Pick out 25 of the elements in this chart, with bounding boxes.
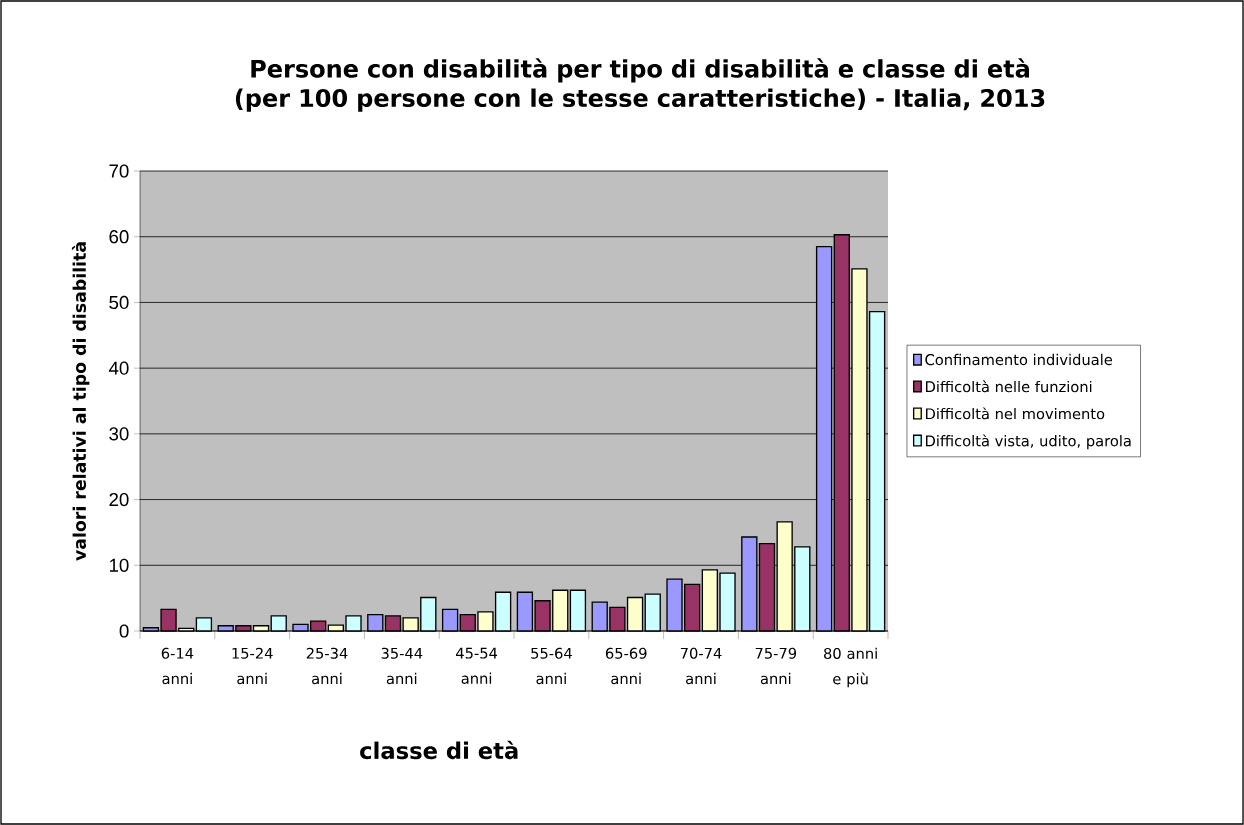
chart-title: Persone con disabilità per tipo di disabilità e classe di età (per 100 persone con le stesse caratteristiche) - Italia, 2013 [235, 58, 1045, 112]
y-tick-label: 50 [109, 295, 129, 310]
legend-label: Difficoltà nel movimento [926, 407, 1105, 420]
x-tick-label: 25-34 anni [306, 647, 348, 685]
y-tick-label: 70 [109, 164, 129, 178]
y-tick-label: 10 [109, 558, 129, 572]
legend-label: Difficoltà vista, udito, parola [926, 434, 1131, 450]
x-tick-label: 75-79 anni [755, 647, 797, 685]
x-tick-label: 15-24 anni [232, 647, 273, 685]
y-tick-label: 30 [109, 427, 129, 441]
x-tick-label: 80 anni e più [824, 647, 877, 688]
x-tick-label: 35-44 anni [381, 647, 423, 685]
legend-label: Confinamento individuale [925, 353, 1113, 366]
x-tick-label: 6-14 anni [161, 647, 194, 685]
y-tick-label: 60 [109, 230, 129, 244]
legend-label: Difficoltà nelle funzioni [926, 380, 1092, 393]
x-tick-label: 45-54 anni [456, 647, 498, 684]
y-tick-label: 40 [108, 361, 129, 375]
x-tick-label: 70-74 anni [680, 647, 722, 685]
y-tick-label: 20 [109, 492, 129, 507]
x-tick-label: 55-64 anni [531, 647, 572, 685]
y-tick-label: 0 [119, 624, 129, 638]
x-tick-label: 65-69 anni [605, 647, 647, 685]
x-axis-title: classe di età [360, 740, 518, 760]
y-axis-title: valori relativi al tipo di disabilità [71, 242, 90, 561]
